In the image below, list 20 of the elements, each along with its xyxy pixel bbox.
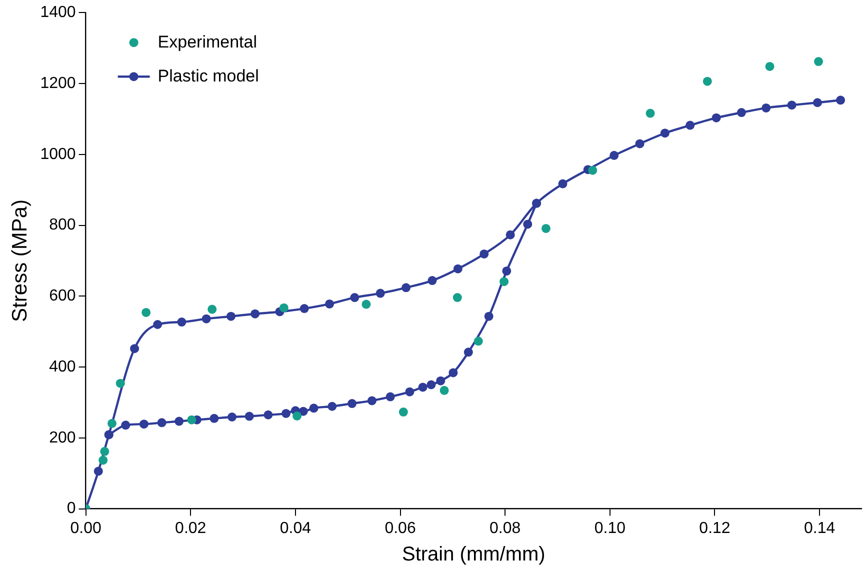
legend-label: Experimental [158,32,258,52]
x-tick-label: 0.02 [175,520,206,537]
y-tick-label: 400 [49,358,76,376]
x-axis-title: Strain (mm/mm) [402,544,546,566]
y-tick-label: 0 [66,500,76,518]
y-tick-label: 1000 [40,146,76,163]
x-tick-label: 0.00 [70,520,102,537]
x-tick-label: 0.06 [384,520,416,537]
y-tick-label: 1400 [40,4,76,22]
y-tick-label: 1200 [40,74,76,92]
y-tick-label: 800 [49,216,76,234]
x-tick-label: 0.08 [490,520,521,537]
x-tick-label: 0.10 [594,520,626,537]
x-tick-label: 0.04 [280,520,312,537]
y-axis-title: Stress (MPa) [8,199,32,322]
legend-label: Plastic model [158,66,259,86]
y-tick-label: 200 [49,429,76,446]
x-tick-label: 0.14 [804,520,836,537]
x-tick-label: 0.12 [699,520,730,537]
y-tick-label: 600 [49,288,76,305]
